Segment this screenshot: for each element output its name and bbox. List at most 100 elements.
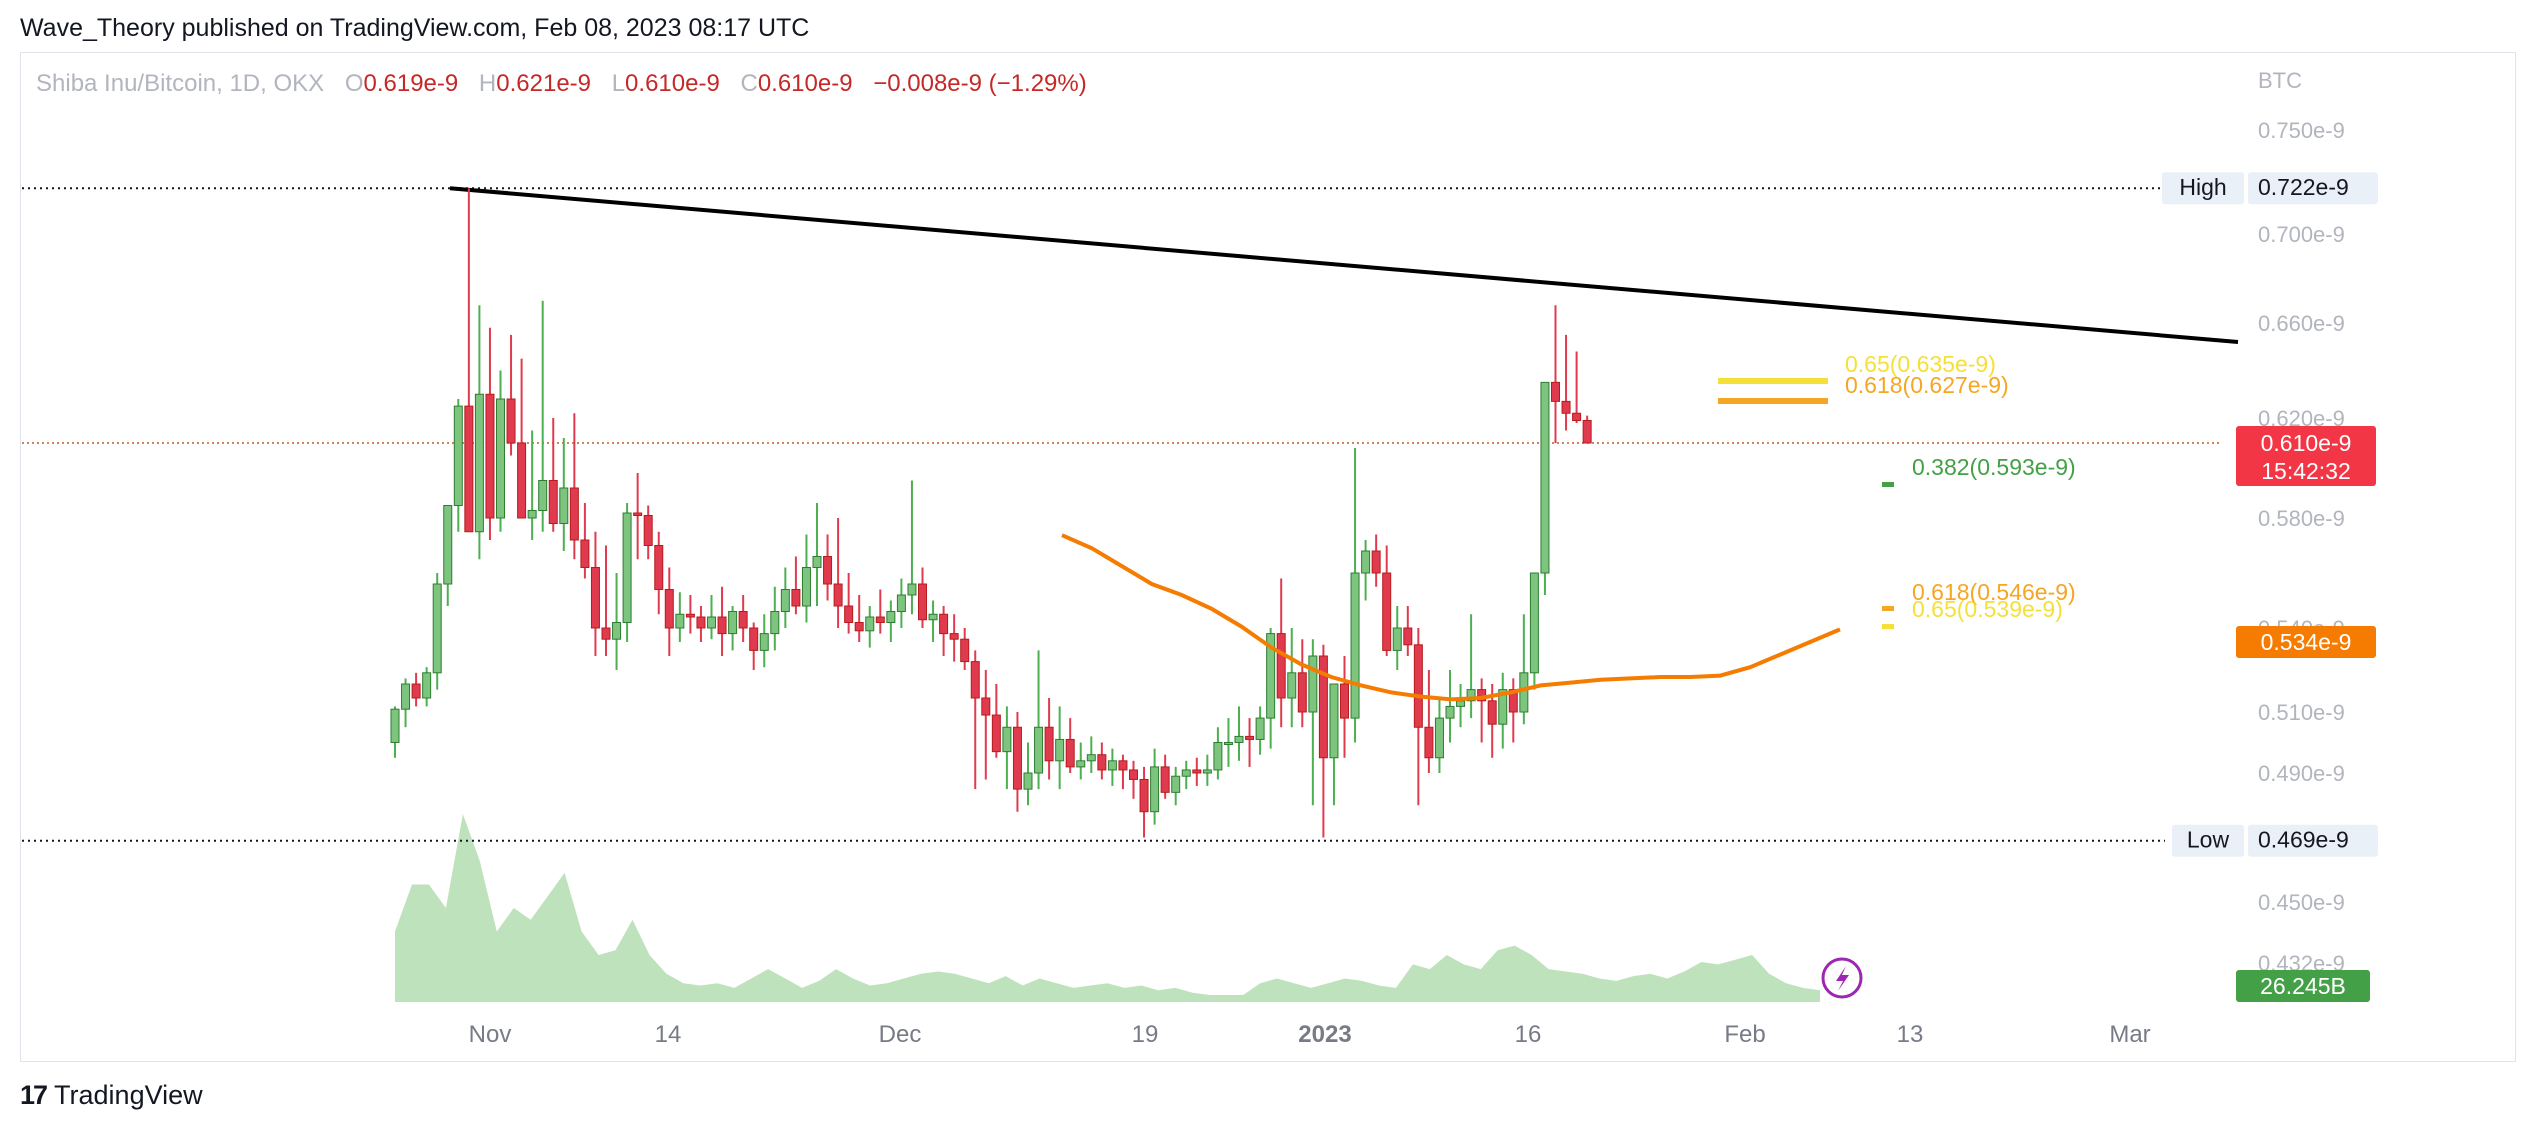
- high-value-tag: 0.722e-9: [2258, 174, 2349, 200]
- symbol-name[interactable]: Shiba Inu/Bitcoin, 1D, OKX: [36, 70, 325, 97]
- fib-065-upper-label: 0.65(0.635e-9): [1845, 351, 1996, 377]
- candle-down: [1065, 738, 1075, 768]
- candle-down: [717, 616, 727, 635]
- low-tag: Low: [2187, 827, 2230, 853]
- candle-down: [548, 480, 558, 524]
- moving-average-line: [1061, 533, 1841, 702]
- candle-up: [1529, 572, 1539, 674]
- candle-down: [1044, 726, 1054, 762]
- candle-up: [1034, 726, 1044, 774]
- candle-down: [685, 613, 695, 618]
- y-tick-label: 0.660e-9: [2258, 311, 2345, 336]
- candle-down: [633, 512, 643, 516]
- candle-up: [496, 398, 505, 519]
- low-value-tag: 0.469e-9: [2258, 827, 2349, 853]
- candle-up: [1202, 769, 1212, 774]
- volume-area: [395, 814, 1820, 1002]
- candle-down: [749, 627, 759, 651]
- candle-down: [833, 583, 843, 607]
- candle-down: [1508, 689, 1518, 713]
- candle-up: [622, 512, 632, 623]
- ma-price-value: 0.534e-9: [2261, 629, 2352, 655]
- y-tick-label: 0.450e-9: [2258, 890, 2345, 915]
- candle-up: [474, 393, 484, 533]
- tradingview-logo-icon[interactable]: 17: [20, 1080, 48, 1110]
- candle-up: [559, 487, 569, 524]
- candle-up: [928, 613, 938, 621]
- candle-up: [759, 633, 769, 651]
- close-value: 0.610e-9: [757, 70, 853, 97]
- candle-up: [1086, 754, 1096, 762]
- candle-down: [1012, 726, 1022, 790]
- candle-up: [1519, 672, 1529, 713]
- low-value-tag-bg: [2248, 824, 2378, 857]
- candle-up: [801, 567, 811, 607]
- y-tick-label: 0.490e-9: [2258, 761, 2345, 786]
- candle-up: [1181, 769, 1191, 777]
- fib-065-upper-line: [1718, 378, 1828, 384]
- candle-up: [1456, 700, 1466, 707]
- close-label: C: [740, 70, 758, 97]
- change-value: −0.008e-9 (−1.29%): [873, 70, 1087, 97]
- candle-up: [770, 611, 780, 635]
- volume-tag-bg: [2236, 970, 2370, 1002]
- y-tick-label: 0.510e-9: [2258, 700, 2345, 725]
- candle-up: [907, 583, 917, 596]
- countdown-value: 15:42:32: [2261, 458, 2351, 484]
- candle-up: [1445, 705, 1455, 719]
- candle-up: [707, 616, 716, 629]
- candle-down: [1561, 400, 1571, 414]
- fib-0382-label: 0.382(0.593e-9): [1912, 454, 2076, 480]
- candle-up: [527, 510, 537, 519]
- candle-up: [1287, 672, 1297, 699]
- candle-up: [1392, 627, 1402, 651]
- candle-down: [569, 487, 579, 541]
- candle-up: [538, 480, 548, 511]
- candle-down: [506, 398, 516, 444]
- high-tag: High: [2179, 174, 2226, 200]
- candle-down: [464, 405, 474, 533]
- x-tick-label: Feb: [1724, 1021, 1765, 1048]
- candle-down: [1318, 655, 1328, 759]
- candle-up: [1150, 766, 1160, 813]
- x-tick-label: Dec: [879, 1021, 922, 1048]
- brand-name[interactable]: TradingView: [54, 1080, 203, 1110]
- fib-0382-marker: [1882, 482, 1894, 487]
- candle-up: [432, 583, 442, 674]
- candle-down: [791, 589, 801, 607]
- candle-up: [453, 405, 463, 506]
- candle-down: [601, 627, 611, 640]
- candle-up: [812, 556, 822, 568]
- candle-down: [580, 539, 590, 568]
- y-tick-label: 0.750e-9: [2258, 118, 2345, 143]
- candle-up: [1171, 775, 1181, 793]
- candle-down: [1245, 735, 1255, 740]
- candle-up: [728, 611, 738, 635]
- ma-price-tag-bg: [2236, 626, 2376, 658]
- candle-down: [960, 638, 970, 663]
- candle-up: [1002, 726, 1012, 753]
- candle-down: [1487, 700, 1497, 725]
- candle-down: [991, 714, 1001, 753]
- fib-0618-upper-line: [1718, 398, 1828, 404]
- last-price-tag-bg: [2236, 426, 2376, 486]
- x-tick-label: Nov: [469, 1021, 512, 1048]
- candle-up: [1540, 381, 1550, 574]
- candle-up: [1234, 735, 1244, 744]
- low-tag-bg: [2172, 824, 2244, 857]
- candle-down: [1160, 766, 1170, 793]
- last-price-value: 0.610e-9: [2261, 430, 2352, 456]
- x-tick-label: 16: [1515, 1021, 1542, 1048]
- candle-down: [844, 605, 854, 623]
- candle-down: [1297, 672, 1307, 713]
- candle-down: [1403, 627, 1413, 646]
- candle-up: [1498, 689, 1508, 725]
- candle-up: [896, 594, 906, 612]
- candle-up: [1107, 760, 1117, 771]
- high-value-tag-bg: [2248, 172, 2378, 205]
- candle-down: [517, 442, 527, 519]
- candle-up: [1023, 772, 1033, 790]
- candle-down: [1413, 644, 1423, 728]
- candle-up: [612, 622, 622, 640]
